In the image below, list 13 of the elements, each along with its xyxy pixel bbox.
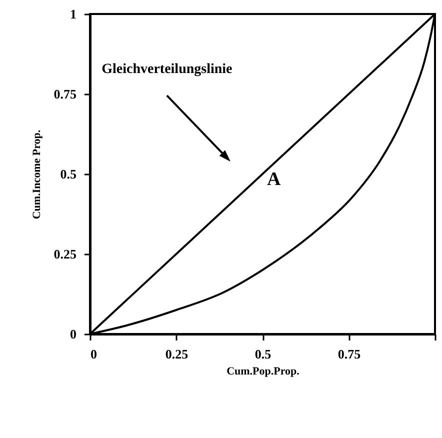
y-axis-title: Cum.Income Prop. (30, 130, 43, 220)
y-tick-label: 0 (70, 326, 76, 342)
annotation: Gleichverteilungslinie (102, 62, 232, 78)
x-tick-label: 0 (90, 346, 97, 362)
y-tick-label: 1 (70, 6, 76, 22)
x-tick-label: 0.75 (338, 346, 362, 362)
y-tick-label: 0.5 (60, 166, 77, 182)
x-tick-label: 0.25 (165, 346, 189, 362)
annotation: A (267, 169, 282, 190)
x-tick-label: 0.5 (254, 346, 272, 362)
x-axis-title: Cum.Pop.Prop. (226, 366, 300, 378)
y-tick-label: 0.25 (54, 246, 77, 262)
y-tick-label: 0.75 (54, 86, 77, 102)
